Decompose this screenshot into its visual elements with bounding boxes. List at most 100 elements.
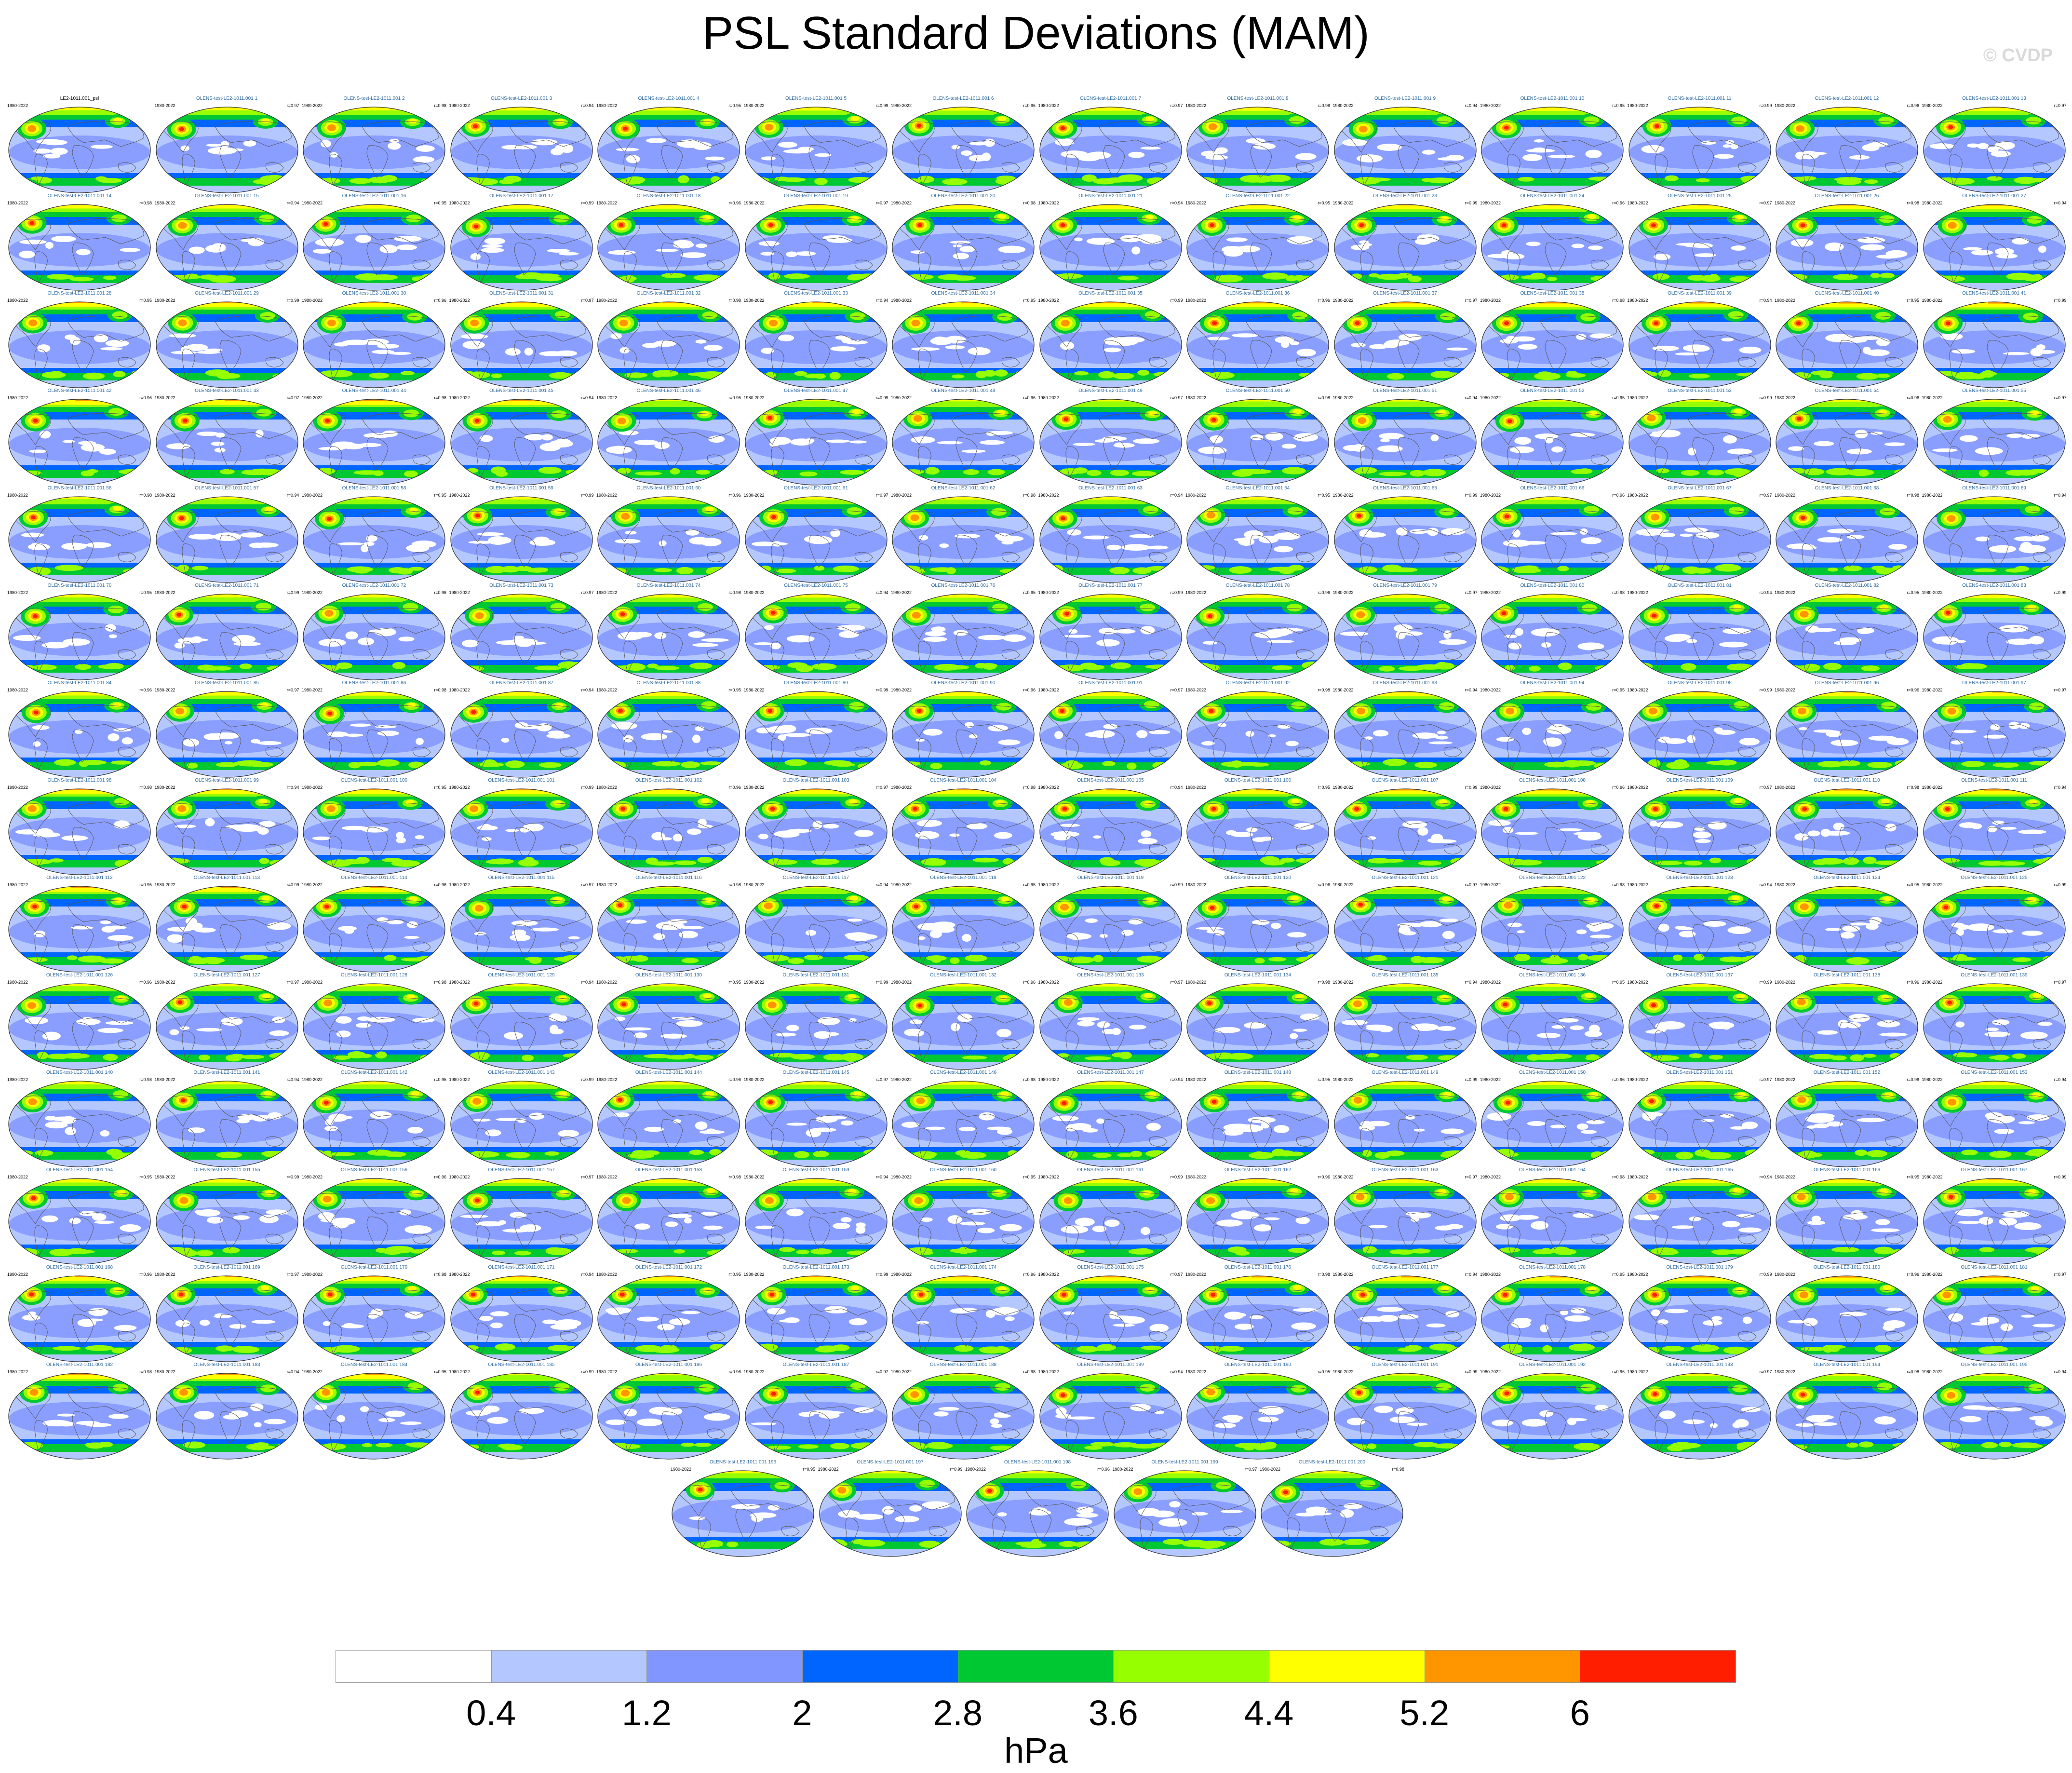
panel-pattern-correlation: r=0.98 — [1612, 590, 1625, 595]
panel-years: 1980-2022 — [1775, 1272, 1796, 1277]
panel-years: 1980-2022 — [1775, 1369, 1796, 1374]
psl-stddev-map — [1628, 886, 1771, 973]
psl-stddev-map — [597, 1178, 740, 1265]
panel-title: OLENS-test-LE2-1011.001 1 — [196, 96, 258, 101]
panel-pattern-correlation: r=0.99 — [286, 590, 299, 595]
panel-pattern-correlation: r=0.94 — [286, 1369, 299, 1374]
panel-years: 1980-2022 — [449, 590, 470, 595]
psl-stddev-map — [1186, 788, 1329, 875]
panel-years: 1980-2022 — [154, 980, 175, 985]
panel-title: OLENS-test-LE2-1011.001 154 — [46, 1167, 113, 1173]
psl-stddev-map — [1481, 204, 1624, 291]
panel-title: OLENS-test-LE2-1011.001 49 — [1078, 388, 1143, 393]
panel-years: 1980-2022 — [1922, 395, 1943, 400]
psl-stddev-map — [1186, 496, 1329, 583]
map-panel: OLENS-test-LE2-1011.001 75 1980-2022 r=0.9… — [743, 583, 889, 682]
psl-stddev-map — [892, 983, 1035, 1070]
colorbar-tick-label: 0.4 — [466, 1693, 516, 1733]
map-panel: OLENS-test-LE2-1011.001 39 1980-2022 r=0.9… — [1627, 291, 1773, 390]
panel-title: OLENS-test-LE2-1011.001 131 — [782, 973, 849, 978]
panel-years: 1980-2022 — [7, 882, 28, 887]
panel-years: 1980-2022 — [7, 298, 28, 303]
map-panel: OLENS-test-LE2-1011.001 73 1980-2022 r=0.9… — [449, 583, 594, 682]
panel-pattern-correlation: r=0.94 — [581, 688, 594, 692]
panel-years: 1980-2022 — [1332, 688, 1354, 692]
panel-title: OLENS-test-LE2-1011.001 119 — [1077, 875, 1144, 880]
panel-title: OLENS-test-LE2-1011.001 47 — [784, 388, 848, 393]
panel-pattern-correlation: r=0.96 — [1612, 1077, 1625, 1082]
panel-title: OLENS-test-LE2-1011.001 24 — [1520, 193, 1585, 199]
psl-stddev-map — [1481, 1275, 1624, 1362]
map-panel: OLENS-test-LE2-1011.001 69 1980-2022 r=0.9… — [1922, 486, 2067, 584]
psl-stddev-map — [303, 204, 445, 291]
panel-pattern-correlation: r=0.95 — [1318, 785, 1330, 790]
panel-title: OLENS-test-LE2-1011.001 22 — [1225, 193, 1290, 199]
panel-years: 1980-2022 — [891, 1175, 912, 1179]
panel-pattern-correlation: r=0.95 — [1907, 298, 1919, 303]
panel-title: OLENS-test-LE2-1011.001 36 — [1225, 291, 1290, 296]
map-panel: OLENS-test-LE2-1011.001 107 1980-2022 r=0.… — [1332, 778, 1478, 877]
map-panel: OLENS-test-LE2-1011.001 186 1980-2022 r=0.… — [596, 1363, 741, 1461]
panel-title: OLENS-test-LE2-1011.001 106 — [1224, 778, 1292, 783]
panel-pattern-correlation: r=0.99 — [1759, 1272, 1772, 1277]
panel-pattern-correlation: r=0.99 — [286, 298, 299, 303]
psl-stddev-map — [1923, 594, 2066, 680]
psl-stddev-map — [1628, 301, 1771, 388]
panel-title: OLENS-test-LE2-1011.001 5 — [785, 96, 847, 101]
panel-years: 1980-2022 — [891, 688, 912, 692]
panel-title: OLENS-test-LE2-1011.001 138 — [1813, 973, 1881, 978]
panel-pattern-correlation: r=0.94 — [286, 493, 299, 498]
panel-pattern-correlation: r=0.99 — [1170, 298, 1183, 303]
panel-years: 1980-2022 — [1038, 1272, 1059, 1277]
map-panel: OLENS-test-LE2-1011.001 111 1980-2022 r=0.… — [1922, 778, 2067, 877]
map-panel: OLENS-test-LE2-1011.001 61 1980-2022 r=0.9… — [743, 486, 889, 584]
panel-pattern-correlation: r=0.99 — [1465, 493, 1478, 498]
panel-years: 1980-2022 — [7, 785, 28, 790]
panel-title: OLENS-test-LE2-1011.001 161 — [1077, 1167, 1144, 1173]
panel-title: OLENS-test-LE2-1011.001 91 — [1078, 680, 1143, 686]
map-panel: OLENS-test-LE2-1011.001 47 1980-2022 r=0.9… — [743, 389, 889, 487]
panel-title: OLENS-test-LE2-1011.001 42 — [47, 388, 112, 393]
map-panel: OLENS-test-LE2-1011.001 55 1980-2022 r=0.9… — [1922, 389, 2067, 487]
map-panel: OLENS-test-LE2-1011.001 148 1980-2022 r=0.… — [1185, 1070, 1331, 1169]
psl-stddev-map — [155, 691, 298, 778]
panel-pattern-correlation: r=0.97 — [2054, 103, 2067, 108]
psl-stddev-map — [1333, 1178, 1477, 1265]
psl-stddev-map — [8, 496, 151, 583]
colorbar-swatch — [336, 1650, 492, 1683]
colorbar-swatch — [1113, 1650, 1269, 1683]
psl-stddev-map — [303, 496, 445, 583]
map-panel: OLENS-test-LE2-1011.001 139 1980-2022 r=0.… — [1922, 973, 2067, 1071]
panel-title: OLENS-test-LE2-1011.001 169 — [193, 1265, 260, 1270]
psl-stddev-map — [744, 788, 888, 875]
psl-stddev-map — [1628, 399, 1771, 486]
map-panel: OLENS-test-LE2-1011.001 162 1980-2022 r=0.… — [1185, 1168, 1331, 1266]
panel-years: 1980-2022 — [1112, 1467, 1133, 1472]
panel-title: OLENS-test-LE2-1011.001 145 — [782, 1070, 849, 1075]
panel-title: OLENS-test-LE2-1011.001 194 — [1813, 1362, 1881, 1367]
map-panel: OLENS-test-LE2-1011.001 11 1980-2022 r=0.9… — [1627, 96, 1773, 195]
psl-stddev-map — [1776, 399, 1918, 486]
psl-stddev-map — [1333, 399, 1477, 486]
map-panel: OLENS-test-LE2-1011.001 135 1980-2022 r=0.… — [1332, 973, 1478, 1071]
psl-stddev-map — [1776, 107, 1918, 193]
map-panel: OLENS-test-LE2-1011.001 34 1980-2022 r=0.9… — [890, 291, 1036, 390]
panel-years: 1980-2022 — [1185, 395, 1207, 400]
map-panel: OLENS-test-LE2-1011.001 97 1980-2022 r=0.9… — [1922, 681, 2067, 779]
panel-title: OLENS-test-LE2-1011.001 133 — [1077, 973, 1144, 978]
psl-stddev-map — [1481, 886, 1624, 973]
map-panel: OLENS-test-LE2-1011.001 48 1980-2022 r=0.9… — [890, 389, 1036, 487]
panel-title: OLENS-test-LE2-1011.001 101 — [488, 778, 555, 783]
panel-title: OLENS-test-LE2-1011.001 37 — [1373, 291, 1437, 296]
panel-title: OLENS-test-LE2-1011.001 15 — [195, 193, 259, 199]
panel-title: OLENS-test-LE2-1011.001 82 — [1815, 583, 1879, 588]
panel-title: OLENS-test-LE2-1011.001 123 — [1666, 875, 1733, 880]
psl-stddev-map — [450, 399, 593, 486]
map-panel: OLENS-test-LE2-1011.001 91 1980-2022 r=0.9… — [1038, 681, 1184, 779]
panel-years: 1980-2022 — [1038, 493, 1059, 498]
panel-title: OLENS-test-LE2-1011.001 95 — [1668, 680, 1732, 686]
map-panel: OLENS-test-LE2-1011.001 184 1980-2022 r=0.… — [301, 1363, 447, 1461]
panel-title: OLENS-test-LE2-1011.001 48 — [931, 388, 996, 393]
map-panel: OLENS-test-LE2-1011.001 88 1980-2022 r=0.9… — [596, 681, 741, 779]
panel-title: OLENS-test-LE2-1011.001 61 — [784, 486, 848, 491]
